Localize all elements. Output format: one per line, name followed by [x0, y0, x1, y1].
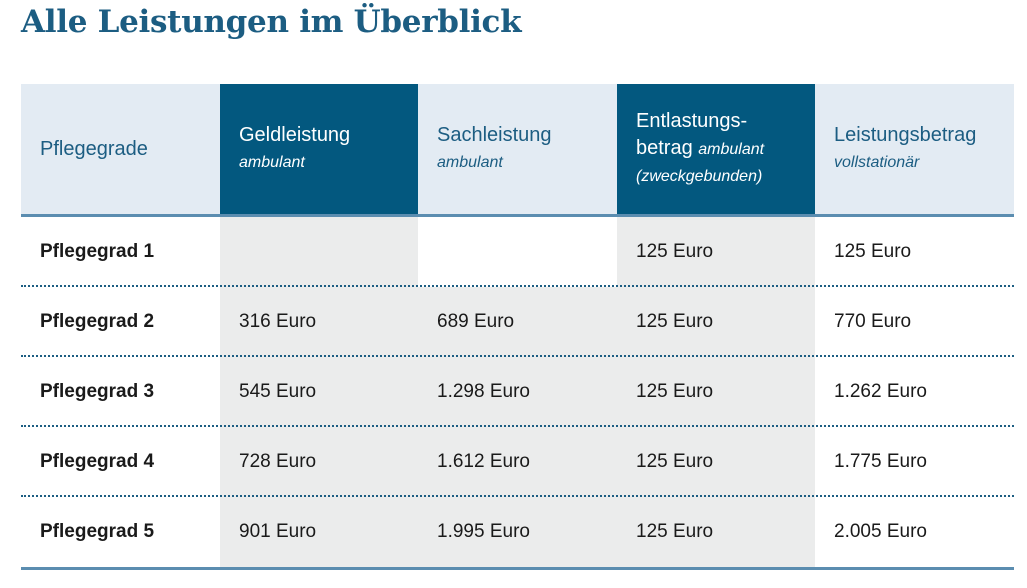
- cell-geldleistung: 728 Euro: [220, 427, 418, 497]
- header-entlastungsbetrag: Entlastungs- betrag ambulant (zweckgebun…: [617, 84, 815, 214]
- header-entlastungsbetrag-betrag: betrag: [636, 137, 693, 159]
- header-geldleistung-label: Geldleistung: [239, 124, 351, 146]
- row-label: Pflegegrad 2: [40, 311, 155, 332]
- cell-sachleistung: 1.995 Euro: [418, 497, 617, 567]
- header-geldleistung-sub: ambulant: [239, 154, 305, 171]
- header-sachleistung-label: Sachleistung: [437, 124, 552, 146]
- cell-entlastungsbetrag: 125 Euro: [617, 287, 815, 357]
- cell-entlastungsbetrag: 125 Euro: [617, 427, 815, 497]
- row-label: Pflegegrad 4: [40, 451, 155, 472]
- row-label: Pflegegrad 3: [40, 381, 155, 402]
- cell-entlastungsbetrag: 125 Euro: [617, 497, 815, 567]
- table-row: Pflegegrad 1 125 Euro 125 Euro: [21, 217, 1014, 287]
- row-label: Pflegegrad 5: [40, 521, 155, 542]
- cell-leistungsbetrag: 2.005 Euro: [834, 521, 927, 542]
- benefits-table: Pflegegrade Geldleistung ambulant Sachle…: [21, 84, 1014, 570]
- cell-leistungsbetrag: 770 Euro: [834, 311, 912, 332]
- table-row: Pflegegrad 5 901 Euro 1.995 Euro 125 Eur…: [21, 497, 1014, 567]
- table-header-row: Pflegegrade Geldleistung ambulant Sachle…: [21, 84, 1014, 217]
- header-leistungsbetrag-sub: vollstationär: [834, 154, 920, 171]
- header-entlastungsbetrag-line3: (zweckgebunden): [636, 168, 763, 185]
- table-row: Pflegegrad 2 316 Euro 689 Euro 125 Euro …: [21, 287, 1014, 357]
- cell-leistungsbetrag: 125 Euro: [834, 241, 912, 262]
- cell-leistungsbetrag: 1.775 Euro: [834, 451, 927, 472]
- cell-leistungsbetrag: 1.262 Euro: [834, 381, 927, 402]
- cell-geldleistung: [220, 217, 418, 287]
- header-pflegegrade-label: Pflegegrade: [40, 137, 148, 160]
- cell-sachleistung: 1.298 Euro: [418, 357, 617, 427]
- cell-sachleistung: 689 Euro: [418, 287, 617, 357]
- cell-sachleistung: [418, 217, 617, 287]
- cell-geldleistung: 316 Euro: [220, 287, 418, 357]
- cell-entlastungsbetrag: 125 Euro: [617, 217, 815, 287]
- header-leistungsbetrag: Leistungsbetrag vollstationär: [815, 84, 1014, 214]
- header-sachleistung-sub: ambulant: [437, 154, 503, 171]
- cell-geldleistung: 901 Euro: [220, 497, 418, 567]
- table-row: Pflegegrad 4 728 Euro 1.612 Euro 125 Eur…: [21, 427, 1014, 497]
- cell-sachleistung: 1.612 Euro: [418, 427, 617, 497]
- header-entlastungsbetrag-ambulant: ambulant: [698, 141, 765, 158]
- header-entlastungsbetrag-line1: Entlastungs-: [636, 110, 748, 132]
- table-row: Pflegegrad 3 545 Euro 1.298 Euro 125 Eur…: [21, 357, 1014, 427]
- header-pflegegrade: Pflegegrade: [21, 84, 220, 214]
- header-entlastungsbetrag-line2: betrag ambulant: [636, 135, 815, 163]
- header-geldleistung: Geldleistung ambulant: [220, 84, 418, 214]
- cell-geldleistung: 545 Euro: [220, 357, 418, 427]
- header-sachleistung: Sachleistung ambulant: [418, 84, 617, 214]
- row-label: Pflegegrad 1: [40, 241, 155, 262]
- header-leistungsbetrag-label: Leistungsbetrag: [834, 124, 977, 146]
- page-title: Alle Leistungen im Überblick: [21, 4, 522, 40]
- table-bottom-rule: [21, 567, 1014, 570]
- cell-entlastungsbetrag: 125 Euro: [617, 357, 815, 427]
